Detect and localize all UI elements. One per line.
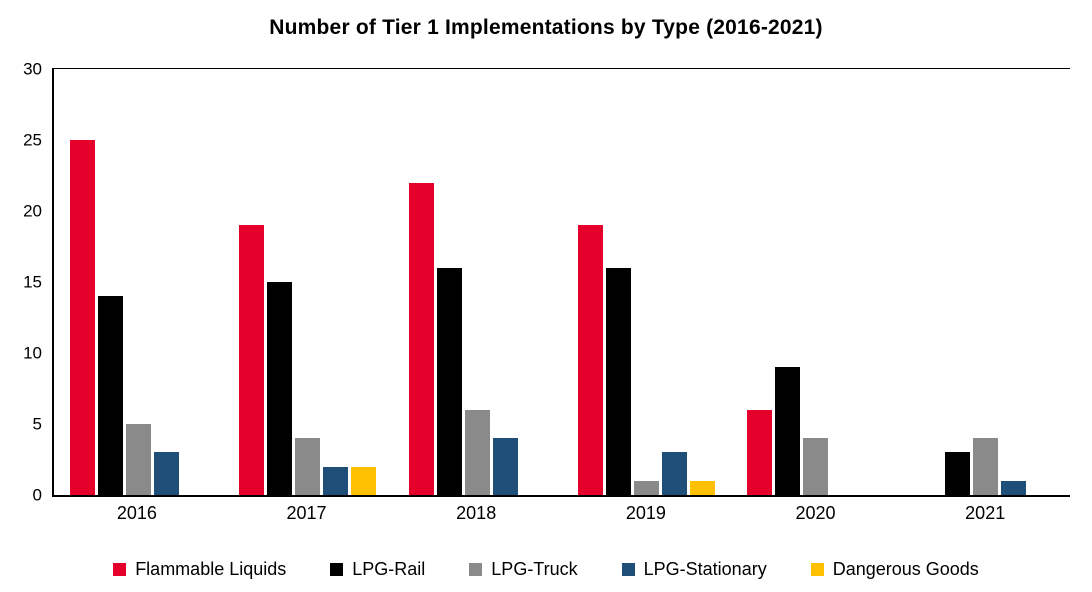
- bar: [154, 452, 180, 495]
- x-axis-labels: 2016 2017 2018 2019 2020 2021: [52, 503, 1070, 524]
- bar: [1000, 480, 1026, 495]
- bar: [98, 296, 124, 495]
- legend-label: Flammable Liquids: [135, 559, 287, 579]
- legend-label: Dangerous Goods: [832, 559, 979, 579]
- bar: [267, 282, 293, 495]
- y-axis-tick-label: 0: [32, 485, 42, 505]
- bar-group: [562, 69, 731, 495]
- legend-label: LPG-Rail: [352, 559, 426, 579]
- plot-wrap: 0 5 10 15 20 25 30: [23, 61, 1070, 504]
- legend-marker: [330, 563, 344, 576]
- bar: [747, 409, 773, 495]
- bar: [295, 438, 321, 495]
- y-axis-tick-label: 25: [23, 130, 42, 150]
- bar-group: [393, 69, 562, 495]
- legend-label: LPG-Truck: [491, 559, 578, 579]
- x-axis-label: 2019: [625, 503, 666, 523]
- bar: [126, 424, 152, 495]
- bar-group: [223, 69, 392, 495]
- legend-item: LPG-Truck: [469, 559, 578, 580]
- bar: [323, 466, 349, 495]
- legend-label: LPG-Stationary: [643, 559, 767, 579]
- bar: [690, 480, 716, 495]
- bar: [634, 480, 660, 495]
- y-axis-tick-label: 5: [32, 414, 42, 434]
- legend-item: LPG-Stationary: [621, 559, 767, 580]
- bar: [408, 182, 434, 495]
- y-axis-tick-label: 15: [23, 272, 42, 292]
- x-axis-label: 2016: [116, 503, 157, 523]
- bar: [803, 438, 829, 495]
- legend-marker: [469, 563, 483, 576]
- x-axis-label: 2020: [795, 503, 836, 523]
- legend: Flammable Liquids LPG-Rail LPG-Truck LPG-St…: [0, 559, 1092, 580]
- x-axis-label: 2017: [286, 503, 327, 523]
- bar: [662, 452, 688, 495]
- bar-group: [901, 69, 1070, 495]
- bar: [578, 225, 604, 495]
- x-axis-label: 2021: [965, 503, 1006, 523]
- chart-title: Number of Tier 1 Implementations by Type…: [269, 16, 823, 39]
- bar: [70, 140, 96, 495]
- bar: [351, 466, 377, 495]
- bar: [436, 267, 462, 495]
- legend-item: Flammable Liquids: [113, 559, 286, 580]
- bar: [492, 438, 518, 495]
- legend-marker: [621, 563, 635, 576]
- bar: [239, 225, 265, 495]
- legend-marker: [113, 563, 127, 576]
- bar: [464, 409, 490, 495]
- plot-area: 0 5 10 15 20 25 30: [23, 61, 1070, 504]
- legend-item: LPG-Rail: [330, 559, 425, 580]
- legend-marker: [810, 563, 824, 576]
- y-axis-tick-label: 20: [23, 201, 42, 221]
- x-axis-label: 2018: [456, 503, 497, 523]
- bar: [944, 452, 970, 495]
- bar-groups: [54, 69, 1070, 495]
- y-axis-tick-label: 10: [23, 343, 42, 363]
- bar-group: [54, 69, 223, 495]
- bar: [972, 438, 998, 495]
- bar: [606, 267, 632, 495]
- bar: [775, 367, 801, 495]
- bar-group: [731, 69, 900, 495]
- legend-item: Dangerous Goods: [810, 559, 979, 580]
- y-axis-tick-label: 30: [23, 59, 42, 79]
